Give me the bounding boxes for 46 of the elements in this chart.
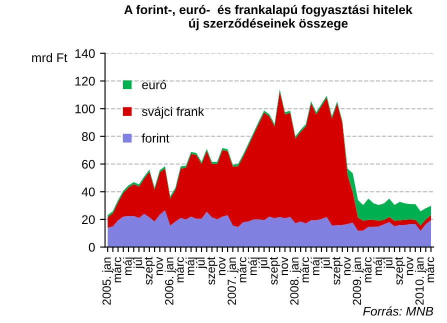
x-tick-label: szept	[332, 256, 343, 285]
legend-label: forint	[142, 134, 170, 143]
x-tick-label: 2005. jan	[102, 258, 114, 305]
y-tick-label: 60	[82, 160, 95, 169]
x-tick-label: szept	[395, 256, 406, 285]
y-tick-label: 20	[82, 215, 95, 224]
y-tick-label: 80	[82, 132, 95, 142]
y-tick-label: 0	[88, 242, 95, 252]
x-tick-label: máj	[248, 258, 260, 276]
x-tick-label: máj	[373, 258, 384, 276]
x-tick-label: 2008. jan	[290, 258, 301, 305]
y-axis-title: mrd Ft	[32, 52, 68, 62]
y-tick-label: 100	[75, 104, 95, 114]
y-tick-label: 40	[82, 188, 95, 196]
x-tick-label: júl	[196, 258, 208, 269]
x-tick-label: szept	[270, 256, 280, 285]
x-tick-label: nov	[219, 256, 226, 276]
x-tick-label: márc	[175, 257, 184, 282]
text: Forrás: MNB	[363, 306, 434, 316]
x-tick-label: márc	[362, 257, 372, 282]
x-tick-label: szept	[207, 256, 218, 285]
legend-label: euró	[142, 80, 166, 90]
x-tick-label: júl	[321, 258, 332, 269]
x-tick-label: júl	[384, 258, 395, 269]
x-tick-label: márc	[300, 257, 309, 282]
x-tick-label: márc	[238, 257, 246, 282]
x-tick-label: máj	[186, 258, 197, 276]
chart-title: A forint-, euró- és frankalapú fogyasztási hitelek új szerződéseinek összege	[124, 4, 412, 30]
x-tick-label: szept	[144, 256, 155, 285]
x-tick-label: 2006. jan	[164, 258, 176, 305]
x-tick-label: nov	[156, 256, 163, 276]
x-tick-label: máj	[310, 258, 322, 276]
x-tick-label: márc	[112, 257, 122, 282]
x-tick-label: nov	[344, 256, 351, 276]
x-tick-label: nov	[282, 256, 288, 276]
x-tick-label: júl	[133, 258, 145, 269]
x-tick-label: 2007. jan	[227, 258, 238, 305]
y-tick-label: 120	[75, 76, 95, 86]
y-tick-label: 140	[75, 49, 95, 58]
x-tick-label: júl	[258, 258, 270, 269]
x-tick-label: máj	[122, 258, 134, 276]
x-tick-label: 2009. jan	[352, 258, 364, 305]
x-tick-label: márc	[425, 257, 434, 282]
legend-label: svájci frank	[142, 106, 204, 118]
x-tick-label: 2010. jan	[415, 258, 426, 305]
x-tick-label: nov	[406, 256, 414, 276]
